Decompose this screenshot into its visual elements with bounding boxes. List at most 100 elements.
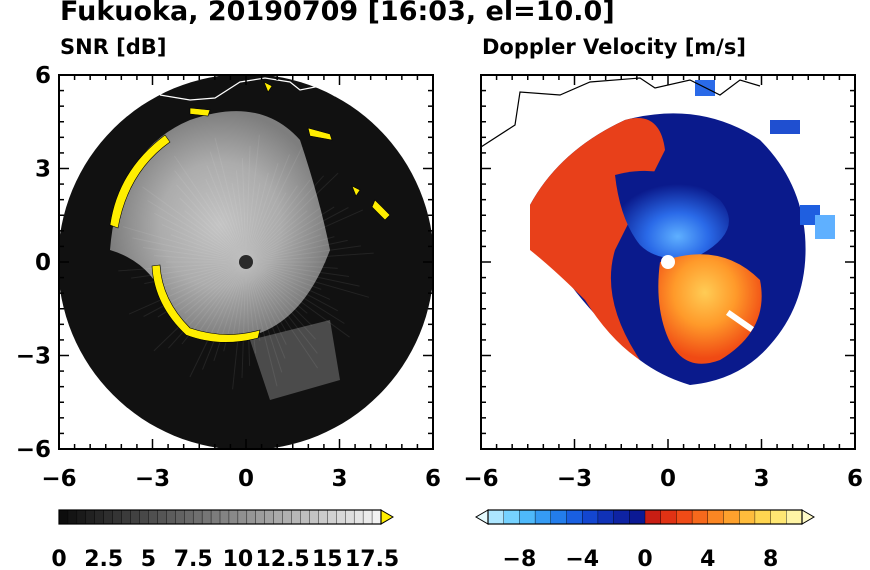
snr-streak (235, 170, 247, 263)
snr-colorbar-cell (362, 509, 373, 525)
snr-streak (245, 192, 287, 263)
snr-streak (245, 261, 331, 300)
snr-ytick-label: 6 (35, 63, 51, 89)
snr-streak (189, 261, 247, 378)
snr-streak (231, 183, 247, 263)
snr-ytick-label: −3 (16, 344, 51, 370)
snr-colorbar-cell (291, 509, 301, 525)
snr-colorbar-cell (237, 509, 248, 525)
doppler-colorbar-cell (644, 509, 662, 525)
snr-radar-site (239, 255, 253, 269)
snr-streak (132, 237, 247, 263)
snr-colorbar-cell (255, 509, 266, 525)
snr-streak (153, 261, 247, 352)
doppler-colorbar-cell (754, 509, 772, 525)
snr-streak (205, 192, 247, 263)
doppler-colorbar-cell (676, 509, 693, 525)
snr-streak (213, 261, 247, 362)
snr-coastline (159, 77, 336, 101)
snr-streak (245, 207, 349, 263)
snr-streak (245, 245, 361, 263)
doppler-colorbar-cell (691, 509, 709, 525)
snr-streak (232, 261, 247, 390)
snr-streak (245, 261, 350, 338)
doppler-colorbar-label: −8 (503, 547, 537, 570)
snr-colorbar-label: 7.5 (174, 547, 213, 570)
doppler-colorbar-cell (519, 509, 536, 525)
doppler-colorbar-min-arrow (475, 509, 489, 525)
snr-streak (245, 261, 316, 340)
snr-streak (245, 261, 370, 298)
doppler-colorbar-cell (786, 509, 803, 525)
snr-colorbar-label: 2.5 (84, 547, 123, 570)
snr-axes: −6 −3 0 3 6 6 3 0 −3 −6 (16, 63, 441, 492)
snr-streak (245, 236, 335, 263)
snr-streak (245, 261, 261, 341)
snr-xtick-label: 0 (238, 466, 254, 492)
snr-colorbar-cell (166, 509, 176, 525)
snr-streak (245, 261, 313, 327)
snr-streak (245, 261, 338, 269)
snr-streak (131, 261, 247, 279)
doppler-approaching-core (615, 170, 729, 259)
snr-xtick-label: −3 (135, 466, 170, 492)
doppler-colorbar-cell (739, 509, 756, 525)
snr-streak (142, 247, 247, 263)
snr-colorbar-cell (219, 509, 230, 525)
doppler-xtick-label: 6 (847, 466, 863, 492)
snr-colorbar-cell (58, 509, 69, 525)
doppler-plot-area (481, 77, 835, 385)
snr-streak (245, 210, 308, 263)
snr-echo-region (110, 111, 330, 339)
snr-colorbar-cell (210, 509, 221, 525)
snr-streak (245, 261, 360, 287)
snr-colorbar-cell (112, 509, 123, 525)
snr-streak (245, 261, 350, 277)
snr-streak (118, 261, 247, 272)
doppler-receding-core (658, 254, 762, 364)
snr-colorbar-max-arrow (380, 509, 394, 525)
snr-streak (202, 261, 247, 370)
snr-colorbar-cell (300, 509, 310, 525)
figure-title: Fukuoka, 20190709 [16:03, el=10.0] (60, 0, 615, 27)
snr-streak (245, 252, 374, 263)
doppler-colorbar-label: 0 (637, 547, 652, 570)
snr-colorbar-frame (58, 509, 382, 525)
snr-streak (245, 183, 261, 263)
snr-colorbar-cell (345, 509, 355, 525)
doppler-colorbar-cell (582, 509, 599, 525)
snr-streak (245, 261, 308, 314)
snr-colorbar-cell (139, 509, 149, 525)
snr-streak (245, 154, 290, 263)
snr-colorbar-cell (318, 509, 328, 525)
snr-colorbar-cell (175, 509, 185, 525)
snr-streak (231, 261, 247, 341)
snr-streak (142, 186, 247, 263)
snr-streak (245, 261, 339, 312)
doppler-axes: −6 −3 0 3 6 (463, 74, 863, 492)
snr-colorbar-cell (336, 509, 346, 525)
doppler-colorbar-max-arrow (801, 509, 815, 525)
snr-streak (214, 137, 247, 263)
snr-streak (245, 261, 318, 354)
snr-xtick-label: −6 (41, 466, 76, 492)
snr-colorbar-cell (371, 509, 382, 525)
doppler-colorbar-label: −4 (565, 547, 599, 570)
doppler-coastline (481, 77, 761, 148)
snr-streak (147, 200, 247, 263)
snr-plot-area (59, 75, 433, 449)
doppler-colorbar-cell (534, 509, 552, 525)
snr-streak (179, 197, 247, 263)
doppler-colorbar: −8 −4 0 4 8 (475, 509, 815, 570)
doppler-colorbar-cell (597, 509, 615, 525)
snr-streak (245, 261, 287, 332)
doppler-xtick-label: 0 (660, 466, 676, 492)
snr-streak (122, 226, 247, 263)
doppler-colorbar-label: 4 (700, 547, 715, 570)
snr-xtick-label: 6 (425, 466, 441, 492)
snr-colorbar-cell (148, 509, 158, 525)
snr-colorbar-cell (76, 509, 87, 525)
snr-colorbar-label: 10 (223, 547, 254, 570)
snr-streak (194, 261, 247, 339)
snr-streak (245, 179, 311, 263)
